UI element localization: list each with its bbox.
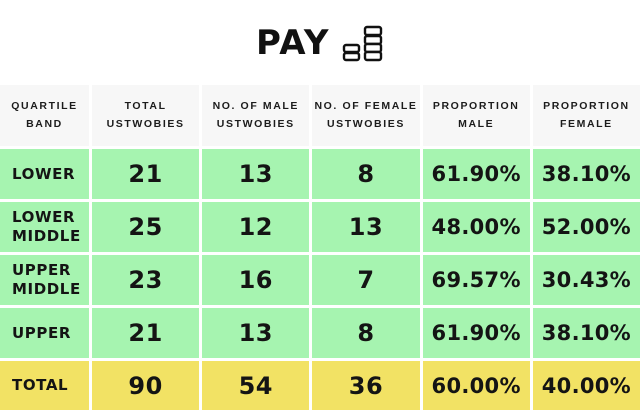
band-cell: LOWER MIDDLE (0, 202, 89, 252)
header-cell-total-ustwobies: TOTAL USTWOBIES (92, 85, 200, 146)
value-cell: 61.90% (422, 149, 530, 199)
coin-stacks-icon (342, 25, 383, 61)
value-cell: 38.10% (532, 308, 640, 358)
value-cell: 8 (312, 149, 420, 199)
value-cell: 38.10% (532, 149, 640, 199)
value-cell: 30.43% (532, 255, 640, 305)
value-cell-total: 60.00% (422, 361, 530, 410)
band-cell: UPPER MIDDLE (0, 255, 89, 305)
header-cell-quartile-band: QUARTILE BAND (0, 85, 89, 146)
value-cell-total: 90 (92, 361, 200, 410)
value-cell: 13 (202, 149, 310, 199)
value-cell: 21 (92, 308, 200, 358)
value-cell: 13 (202, 308, 310, 358)
value-cell: 52.00% (532, 202, 640, 252)
value-cell: 13 (312, 202, 420, 252)
value-cell: 16 (202, 255, 310, 305)
header-cell-male-ustwobies: NO. OF MALE USTWOBIES (202, 85, 310, 146)
value-cell: 69.57% (422, 255, 530, 305)
band-cell: UPPER (0, 308, 89, 358)
value-cell-total: 54 (202, 361, 310, 410)
value-cell: 8 (312, 308, 420, 358)
value-cell: 12 (202, 202, 310, 252)
value-cell: 21 (92, 149, 200, 199)
value-cell: 48.00% (422, 202, 530, 252)
page-title: PAY (256, 22, 330, 63)
header-cell-proportion-female: PROPORTION FEMALE (532, 85, 640, 146)
title-bar: PAY (0, 0, 640, 85)
header-cell-proportion-male: PROPORTION MALE (422, 85, 530, 146)
value-cell: 23 (92, 255, 200, 305)
value-cell-total: 36 (312, 361, 420, 410)
value-cell-total: 40.00% (532, 361, 640, 410)
header-cell-female-ustwobies: NO. OF FEMALE USTWOBIES (312, 85, 420, 146)
value-cell: 25 (92, 202, 200, 252)
value-cell: 7 (312, 255, 420, 305)
value-cell: 61.90% (422, 308, 530, 358)
band-cell: LOWER (0, 149, 89, 199)
pay-table: QUARTILE BAND TOTAL USTWOBIES NO. OF MAL… (0, 85, 640, 410)
band-cell-total: TOTAL (0, 361, 89, 410)
